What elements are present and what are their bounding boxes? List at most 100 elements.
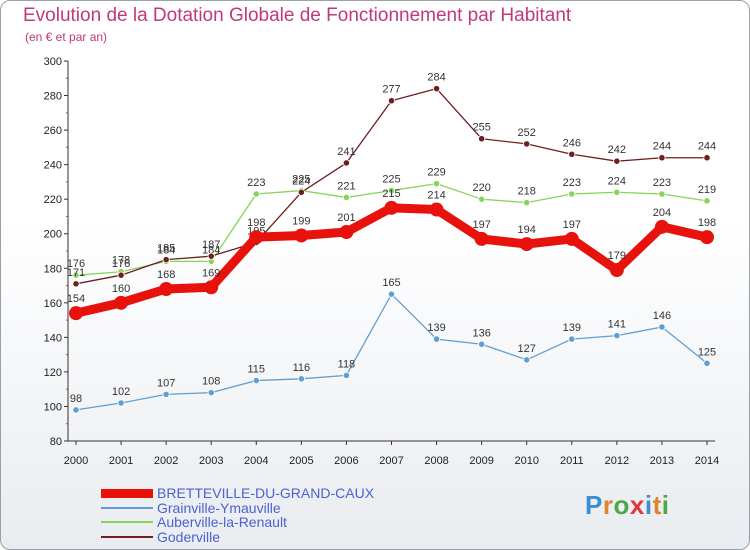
data-label: 198 xyxy=(247,217,265,229)
data-point xyxy=(72,406,80,414)
legend-item: BRETTEVILLE-DU-GRAND-CAUX xyxy=(101,486,374,501)
data-point xyxy=(117,271,125,279)
x-tick-label: 2013 xyxy=(650,455,674,467)
x-tick-label: 2014 xyxy=(695,455,719,467)
data-label: 223 xyxy=(653,177,671,189)
data-label: 187 xyxy=(202,239,220,251)
data-point xyxy=(339,225,354,239)
legend-swatch xyxy=(101,488,153,498)
data-label: 221 xyxy=(337,180,355,192)
data-label: 225 xyxy=(292,174,310,186)
data-label: 184 xyxy=(202,244,220,256)
data-point xyxy=(72,280,80,288)
x-tick-label: 2004 xyxy=(244,455,268,467)
data-label: 223 xyxy=(247,177,265,189)
legend-swatch xyxy=(101,535,153,538)
data-label: 176 xyxy=(67,258,85,270)
data-label: 139 xyxy=(563,322,581,334)
data-point xyxy=(568,150,576,158)
x-tick-label: 2005 xyxy=(289,455,313,467)
y-tick-label: 220 xyxy=(44,194,62,206)
data-label: 139 xyxy=(427,322,445,334)
data-point xyxy=(297,375,305,383)
data-point xyxy=(613,157,621,165)
data-label: 136 xyxy=(472,327,490,339)
y-tick-label: 120 xyxy=(44,367,62,379)
y-tick-label: 240 xyxy=(44,160,62,172)
data-label: 146 xyxy=(653,310,671,322)
data-label: 127 xyxy=(518,343,536,355)
data-label: 102 xyxy=(112,386,130,398)
data-label: 224 xyxy=(608,175,626,187)
data-label: 244 xyxy=(698,141,716,153)
data-point xyxy=(432,180,441,188)
data-label: 252 xyxy=(518,127,536,139)
data-label: 184 xyxy=(157,244,175,256)
data-point xyxy=(523,199,531,207)
x-tick-label: 2006 xyxy=(334,455,358,467)
data-label: 220 xyxy=(472,182,490,194)
data-point xyxy=(69,306,83,321)
x-tick-label: 2010 xyxy=(514,455,538,467)
data-point xyxy=(204,280,219,295)
data-label: 219 xyxy=(698,184,716,196)
data-label: 215 xyxy=(382,188,400,200)
data-label: 225 xyxy=(382,174,400,186)
y-tick-label: 260 xyxy=(44,125,62,137)
data-point xyxy=(162,390,170,398)
data-label: 284 xyxy=(427,72,445,84)
data-point xyxy=(387,290,396,298)
legend-label: Auberville-la-Renault xyxy=(157,514,287,531)
data-point xyxy=(703,197,711,205)
y-tick-label: 100 xyxy=(44,401,62,413)
legend-item: Grainville-Ymauville xyxy=(101,501,374,516)
y-tick-label: 280 xyxy=(44,91,62,103)
data-point xyxy=(519,237,534,252)
legend-item: Goderville xyxy=(101,530,374,545)
data-label: 185 xyxy=(157,243,175,255)
data-point xyxy=(478,195,486,203)
data-label: 179 xyxy=(608,250,626,262)
data-point xyxy=(613,188,621,196)
series-line-1 xyxy=(75,293,708,411)
data-point xyxy=(609,263,624,277)
data-point xyxy=(432,85,441,93)
data-label: 176 xyxy=(112,258,130,270)
data-point xyxy=(294,228,309,243)
data-label: 141 xyxy=(608,319,626,331)
data-point xyxy=(523,356,531,364)
data-point xyxy=(523,140,531,148)
data-point xyxy=(249,230,264,245)
data-point xyxy=(207,252,215,260)
data-label: 214 xyxy=(427,190,445,202)
data-point xyxy=(658,190,666,198)
data-label: 194 xyxy=(518,224,536,236)
data-label: 115 xyxy=(248,364,266,376)
data-point xyxy=(207,389,215,397)
x-tick-label: 2012 xyxy=(605,455,629,467)
legend-swatch xyxy=(101,506,153,509)
data-point xyxy=(297,188,305,196)
data-label: 169 xyxy=(202,267,220,279)
data-point xyxy=(568,190,576,198)
data-label: 201 xyxy=(337,212,355,224)
data-point xyxy=(703,154,711,162)
data-point xyxy=(162,256,170,264)
data-label: 224 xyxy=(292,175,310,187)
x-tick-label: 2002 xyxy=(154,455,178,467)
y-tick-label: 160 xyxy=(44,298,62,310)
data-point xyxy=(474,231,489,246)
data-label: 246 xyxy=(563,137,581,149)
data-label: 154 xyxy=(67,293,85,305)
data-label: 223 xyxy=(563,177,581,189)
data-point xyxy=(342,159,351,167)
data-label: 178 xyxy=(112,255,130,267)
x-tick-label: 2007 xyxy=(379,455,403,467)
data-point xyxy=(613,332,621,340)
proxiti-logo: Proxiti xyxy=(585,490,670,520)
data-point xyxy=(564,231,579,246)
data-label: 168 xyxy=(157,269,175,281)
data-point xyxy=(700,230,714,245)
